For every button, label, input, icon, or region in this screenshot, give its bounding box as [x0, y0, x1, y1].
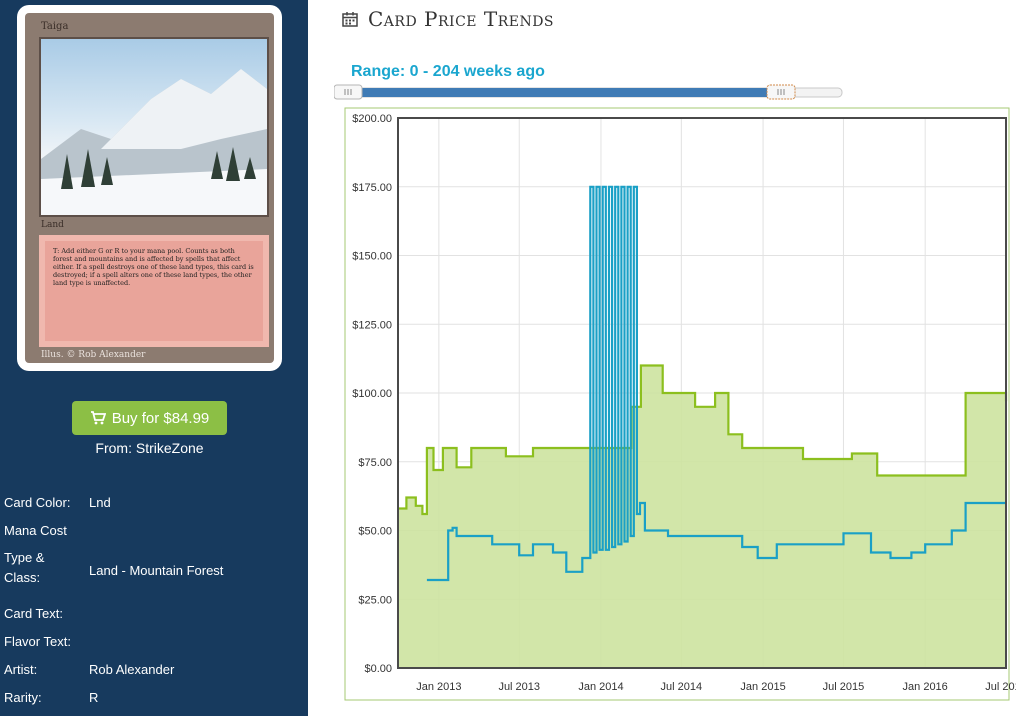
y-tick-label: $125.00 — [352, 319, 392, 331]
buy-button[interactable]: Buy for $84.99 — [72, 401, 227, 435]
detail-label: Mana Cost — [4, 523, 67, 538]
x-tick-label: Jan 2016 — [903, 681, 948, 693]
y-tick-label: $100.00 — [352, 388, 392, 400]
card-name: Taiga — [41, 21, 69, 32]
cart-icon — [90, 411, 106, 425]
x-tick-label: Jul 2014 — [661, 681, 703, 693]
slider-handle-end[interactable] — [766, 84, 796, 100]
detail-label: Card Text: — [4, 606, 64, 621]
y-tick-label: $25.00 — [358, 594, 392, 606]
buy-button-label: Buy for $84.99 — [111, 409, 210, 427]
detail-label: Artist: — [4, 662, 38, 677]
card-artist-credit: Illus. © Rob Alexander — [41, 350, 146, 360]
y-tick-label: $150.00 — [352, 251, 392, 263]
card-text-box: T: Add either G or R to your mana pool. … — [39, 235, 269, 347]
card-type-line: Land — [41, 220, 64, 230]
series-blue-line — [426, 185, 1006, 582]
card-artwork — [39, 37, 269, 217]
detail-label: Rarity: — [4, 690, 42, 705]
range-slider[interactable] — [334, 84, 844, 100]
price-trend-chart: $0.00 $25.00 $50.00 $75.00 $100.00 $125.00 $15… — [344, 107, 1016, 701]
seller-name: From: StrikeZone — [95, 440, 204, 456]
y-tick-label: $175.00 — [352, 182, 392, 194]
x-tick-label: Jul 2015 — [823, 681, 865, 693]
page-title: Card Price Trends — [368, 7, 555, 31]
card-rules-text: T: Add either G or R to your mana pool. … — [53, 247, 254, 287]
y-tick-label: $0.00 — [364, 663, 392, 675]
detail-label: Type & Class: — [4, 550, 45, 585]
x-tick-label: Jul 2013 — [498, 681, 540, 693]
slider-handle-start[interactable] — [334, 84, 363, 100]
card-sidebar: Taiga Land T: Add either G or R to your … — [0, 0, 308, 716]
mountain-landscape-image — [41, 69, 267, 215]
series-green-area — [398, 365, 1006, 668]
detail-value: Lnd — [89, 495, 111, 510]
detail-value: R — [89, 690, 99, 705]
plot-border — [397, 117, 1007, 669]
range-label: Range: 0 - 204 weeks ago — [351, 63, 545, 80]
section-header: Card Price Trends — [342, 7, 554, 31]
calendar-icon — [342, 12, 358, 27]
detail-label: Card Color: — [4, 495, 71, 510]
card-image: Taiga Land T: Add either G or R to your … — [17, 5, 282, 371]
y-tick-label: $50.00 — [358, 526, 392, 538]
slider-range-fill — [348, 88, 767, 97]
x-tick-label: Jul 2016 — [985, 681, 1016, 693]
detail-label: Flavor Text: — [4, 634, 71, 649]
x-tick-label: Jan 2014 — [578, 681, 623, 693]
y-tick-label: $75.00 — [358, 457, 392, 469]
card-frame: Taiga Land T: Add either G or R to your … — [25, 13, 274, 363]
detail-value: Land - Mountain Forest — [89, 563, 224, 578]
x-tick-label: Jan 2015 — [740, 681, 785, 693]
x-tick-label: Jan 2013 — [416, 681, 461, 693]
y-tick-label: $200.00 — [352, 113, 392, 125]
detail-value: Rob Alexander — [89, 662, 175, 677]
